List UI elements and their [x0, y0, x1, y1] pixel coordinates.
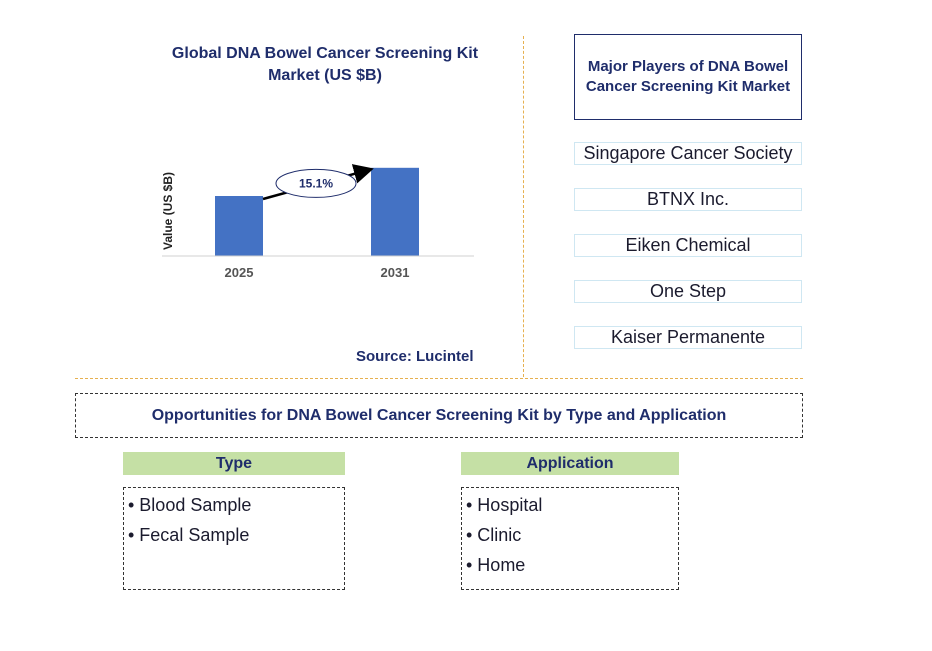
type-heading: Type	[123, 452, 345, 475]
players-list: Singapore Cancer Society BTNX Inc. Eiken…	[574, 142, 804, 372]
vertical-divider	[523, 36, 524, 377]
bar-chart: 2025 2031 Value (US $B) 15.1%	[161, 164, 474, 280]
y-axis-label: Value (US $B)	[161, 172, 175, 250]
opportunities-title: Opportunities for DNA Bowel Cancer Scree…	[75, 393, 803, 438]
horizontal-divider	[75, 378, 803, 379]
application-list: • Hospital • Clinic • Home	[461, 487, 679, 590]
player-item: BTNX Inc.	[574, 188, 802, 211]
players-title: Major Players of DNA Bowel Cancer Screen…	[574, 34, 802, 120]
player-item: One Step	[574, 280, 802, 303]
x-tick-label: 2031	[381, 265, 410, 280]
application-heading: Application	[461, 452, 679, 475]
bar	[215, 196, 263, 256]
bar	[371, 167, 419, 256]
chart-title: Global DNA Bowel Cancer Screening Kit Ma…	[171, 45, 479, 84]
player-item: Kaiser Permanente	[574, 326, 802, 349]
type-item: • Fecal Sample	[128, 525, 250, 545]
type-list: • Blood Sample • Fecal Sample	[123, 487, 345, 590]
application-item: • Hospital	[466, 495, 543, 515]
application-item: • Clinic	[466, 525, 522, 545]
source-label: Source: Lucintel	[356, 348, 474, 365]
player-item: Eiken Chemical	[574, 234, 802, 257]
cagr-bubble	[275, 168, 357, 198]
application-item: • Home	[466, 555, 526, 575]
type-item: • Blood Sample	[128, 495, 252, 515]
player-item: Singapore Cancer Society	[574, 142, 802, 165]
cagr-label: 15.1%	[299, 176, 333, 190]
x-tick-label: 2025	[225, 265, 254, 280]
